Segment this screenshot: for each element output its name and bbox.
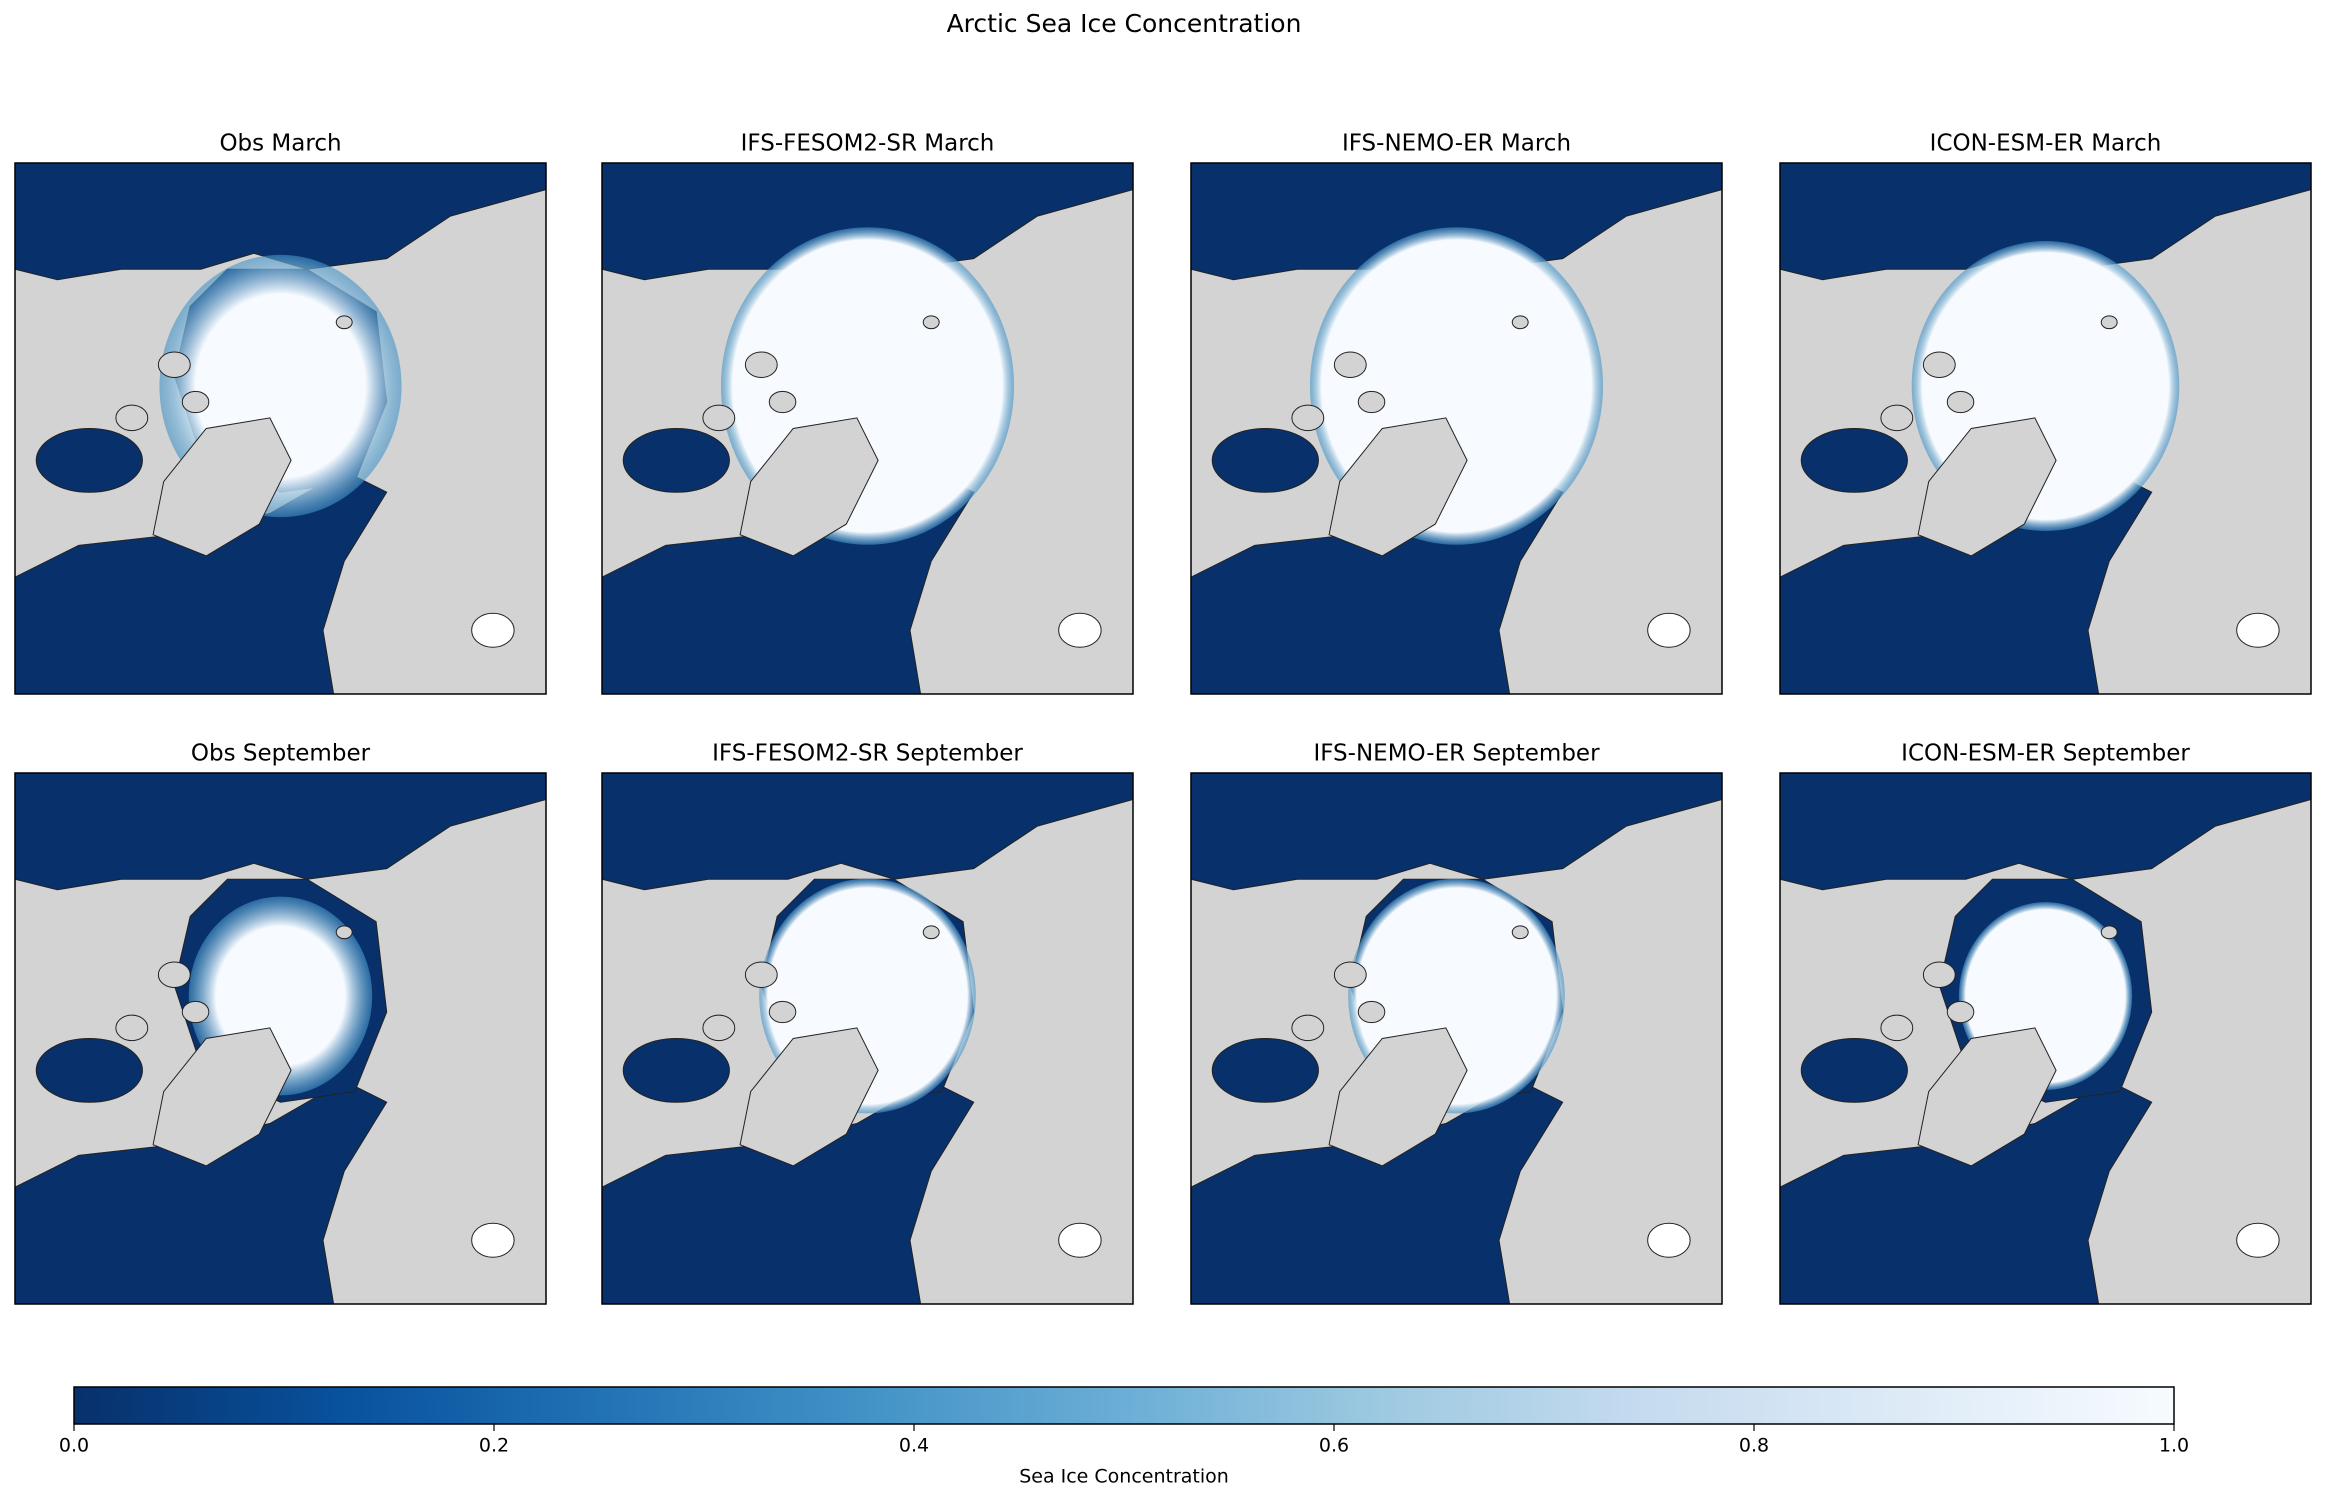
land — [152, 1027, 292, 1167]
land — [744, 961, 778, 989]
ocean — [1780, 1080, 2153, 1304]
land — [1880, 1014, 1914, 1042]
panel-title: ICON-ESM-ER September — [1901, 741, 2190, 767]
ocean — [35, 1038, 143, 1103]
land — [768, 1000, 797, 1024]
land — [1946, 390, 1975, 414]
land — [1922, 961, 1956, 989]
land — [1291, 1014, 1325, 1042]
land — [768, 390, 797, 414]
panel-frame — [1190, 772, 1723, 1305]
tick-label: 0.0 — [59, 1435, 89, 1457]
land — [181, 1000, 210, 1024]
ocean — [1800, 1038, 1908, 1103]
map — [1780, 773, 2311, 1304]
tick-label: 0.8 — [1739, 1435, 1769, 1457]
land — [1058, 612, 1102, 648]
map — [602, 163, 1133, 694]
land — [157, 351, 191, 379]
land — [922, 925, 940, 940]
land — [1333, 961, 1367, 989]
land — [181, 390, 210, 414]
panel-title: Obs March — [219, 131, 341, 157]
land — [1880, 404, 1914, 432]
ocean — [35, 428, 143, 493]
ocean — [622, 1038, 730, 1103]
land — [157, 961, 191, 989]
ocean — [1191, 1080, 1564, 1304]
ocean — [1211, 428, 1319, 493]
land — [2236, 1222, 2280, 1258]
land — [115, 404, 149, 432]
tick-label: 1.0 — [2159, 1435, 2189, 1457]
map — [1191, 773, 1722, 1304]
panel-title: Obs September — [191, 741, 371, 767]
panel-frame — [601, 162, 1134, 695]
land — [702, 404, 736, 432]
map — [602, 773, 1133, 1304]
figure-title: Arctic Sea Ice Concentration — [947, 9, 1302, 38]
panel-frame — [14, 162, 547, 695]
land — [335, 315, 353, 330]
panel-frame — [601, 772, 1134, 1305]
land — [739, 1027, 879, 1167]
ocean — [602, 773, 1133, 891]
panel-frame — [1779, 772, 2312, 1305]
land — [1333, 351, 1367, 379]
land — [1511, 925, 1529, 940]
ocean — [15, 470, 388, 694]
panel-title: IFS-NEMO-ER March — [1342, 131, 1571, 157]
panel-frame — [14, 772, 547, 1305]
panel-title: IFS-FESOM2-SR March — [741, 131, 995, 157]
ocean — [15, 773, 546, 891]
land — [2100, 925, 2118, 940]
ocean — [602, 1080, 975, 1304]
land — [1922, 351, 1956, 379]
land — [1917, 417, 2057, 557]
colorbar-label: Sea Ice Concentration — [1019, 1466, 1229, 1488]
land — [471, 612, 515, 648]
panel-title: IFS-NEMO-ER September — [1313, 741, 1600, 767]
map — [1780, 163, 2311, 694]
land — [744, 351, 778, 379]
ocean — [622, 428, 730, 493]
ocean — [1780, 773, 2311, 891]
land — [2100, 315, 2118, 330]
panel-title: ICON-ESM-ER March — [1930, 131, 2162, 157]
land — [1946, 1000, 1975, 1024]
land — [1917, 1027, 2057, 1167]
land — [152, 417, 292, 557]
land — [2236, 612, 2280, 648]
land — [739, 417, 879, 557]
tick-label: 0.6 — [1319, 1435, 1349, 1457]
land — [702, 1014, 736, 1042]
panel-frame — [1779, 162, 2312, 695]
panel-frame — [1190, 162, 1723, 695]
land — [1357, 390, 1386, 414]
tick-label: 0.2 — [479, 1435, 509, 1457]
ocean — [1191, 773, 1722, 891]
map — [1191, 163, 1722, 694]
land — [1647, 1222, 1691, 1258]
land — [922, 315, 940, 330]
map — [15, 163, 546, 694]
panel-title: IFS-FESOM2-SR September — [712, 741, 1023, 767]
land — [1328, 417, 1468, 557]
map — [15, 773, 546, 1304]
ocean — [1800, 428, 1908, 493]
land — [335, 925, 353, 940]
tick-label: 0.4 — [899, 1435, 929, 1457]
land — [471, 1222, 515, 1258]
land — [1291, 404, 1325, 432]
land — [1647, 612, 1691, 648]
ocean — [1211, 1038, 1319, 1103]
land — [1511, 315, 1529, 330]
land — [1357, 1000, 1386, 1024]
land — [1328, 1027, 1468, 1167]
land — [1058, 1222, 1102, 1258]
colorbar — [73, 1386, 2175, 1425]
ocean — [15, 1080, 388, 1304]
land — [115, 1014, 149, 1042]
